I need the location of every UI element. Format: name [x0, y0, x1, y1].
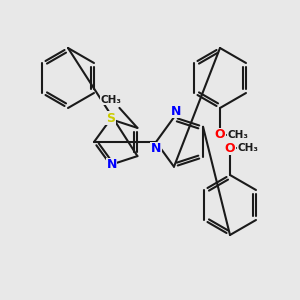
Text: N: N — [151, 142, 161, 155]
Text: N: N — [106, 158, 117, 171]
Text: CH₃: CH₃ — [238, 143, 259, 153]
Text: S: S — [106, 112, 115, 125]
Text: O: O — [215, 128, 225, 142]
Text: O: O — [225, 142, 235, 154]
Text: N: N — [171, 105, 181, 118]
Text: CH₃: CH₃ — [227, 130, 248, 140]
Text: CH₃: CH₃ — [101, 95, 122, 105]
